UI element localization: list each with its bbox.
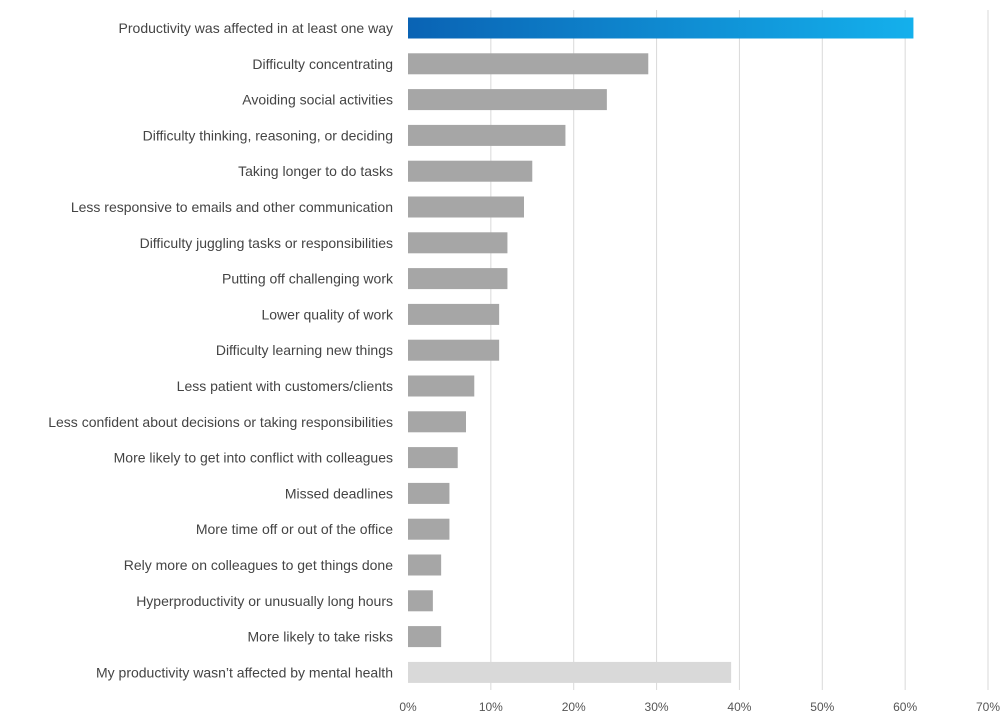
category-label-more-time-off-or-out-of-the-office: More time off or out of the office xyxy=(196,521,393,537)
category-label-more-likely-to-take-risks: More likely to take risks xyxy=(248,629,393,645)
category-label-taking-longer-to-do-tasks: Taking longer to do tasks xyxy=(238,163,393,179)
bar-productivity-was-affected-in-at-least-one-way xyxy=(408,17,914,39)
category-label-more-likely-to-get-into-conflict-with-colleagues: More likely to get into conflict with co… xyxy=(114,450,393,466)
x-tick-label-20: 20% xyxy=(562,700,586,713)
category-label-my-productivity-wasn-t-affected-by-mental-health: My productivity wasn’t affected by menta… xyxy=(96,664,393,680)
category-labels: Productivity was affected in at least on… xyxy=(48,20,394,680)
grid-lines xyxy=(490,10,989,690)
x-tick-label-70: 70% xyxy=(976,700,1000,713)
bar-difficulty-concentrating xyxy=(408,53,649,75)
x-tick-label-40: 40% xyxy=(727,700,751,713)
bar-my-productivity-wasn-t-affected-by-mental-health xyxy=(408,661,732,683)
x-tick-label-30: 30% xyxy=(645,700,669,713)
bars xyxy=(408,17,914,683)
category-label-difficulty-thinking-reasoning-or-deciding: Difficulty thinking, reasoning, or decid… xyxy=(143,127,393,143)
bar-difficulty-juggling-tasks-or-responsibilities xyxy=(408,232,508,254)
x-tick-label-10: 10% xyxy=(479,700,503,713)
bar-less-confident-about-decisions-or-taking-responsibilities xyxy=(408,411,466,433)
bar-difficulty-thinking-reasoning-or-deciding xyxy=(408,124,566,146)
category-label-less-confident-about-decisions-or-taking-responsibilities: Less confident about decisions or taking… xyxy=(48,414,393,430)
x-tick-label-0: 0% xyxy=(399,700,417,713)
category-label-putting-off-challenging-work: Putting off challenging work xyxy=(222,271,394,287)
category-label-less-patient-with-customers-clients: Less patient with customers/clients xyxy=(177,378,393,394)
bar-missed-deadlines xyxy=(408,482,450,504)
category-label-missed-deadlines: Missed deadlines xyxy=(285,485,393,501)
bar-avoiding-social-activities xyxy=(408,89,607,111)
bar-putting-off-challenging-work xyxy=(408,268,508,290)
bar-difficulty-learning-new-things xyxy=(408,339,500,361)
category-label-hyperproductivity-or-unusually-long-hours: Hyperproductivity or unusually long hour… xyxy=(136,593,393,609)
category-label-difficulty-concentrating: Difficulty concentrating xyxy=(252,56,393,72)
bar-less-patient-with-customers-clients xyxy=(408,375,475,397)
category-label-difficulty-juggling-tasks-or-responsibilities: Difficulty juggling tasks or responsibil… xyxy=(140,235,393,251)
bar-more-likely-to-get-into-conflict-with-colleagues xyxy=(408,447,458,469)
bar-less-responsive-to-emails-and-other-communication xyxy=(408,196,524,218)
bar-lower-quality-of-work xyxy=(408,303,500,325)
x-tick-label-50: 50% xyxy=(810,700,834,713)
category-label-rely-more-on-colleagues-to-get-things-done: Rely more on colleagues to get things do… xyxy=(124,557,393,573)
category-label-difficulty-learning-new-things: Difficulty learning new things xyxy=(216,342,393,358)
bar-hyperproductivity-or-unusually-long-hours xyxy=(408,590,433,612)
x-axis-ticks: 0% 10% 20% 30% 40% 50% 60% 70% xyxy=(399,700,1000,713)
category-label-productivity-was-affected-in-at-least-one-way: Productivity was affected in at least on… xyxy=(119,20,393,36)
bar-more-time-off-or-out-of-the-office xyxy=(408,518,450,540)
bar-more-likely-to-take-risks xyxy=(408,626,442,648)
category-label-less-responsive-to-emails-and-other-communication: Less responsive to emails and other comm… xyxy=(71,199,393,215)
bar-taking-longer-to-do-tasks xyxy=(408,160,533,182)
category-label-lower-quality-of-work: Lower quality of work xyxy=(261,306,394,322)
x-tick-label-60: 60% xyxy=(893,700,917,713)
bar-rely-more-on-colleagues-to-get-things-done xyxy=(408,554,442,576)
category-label-avoiding-social-activities: Avoiding social activities xyxy=(242,92,393,108)
